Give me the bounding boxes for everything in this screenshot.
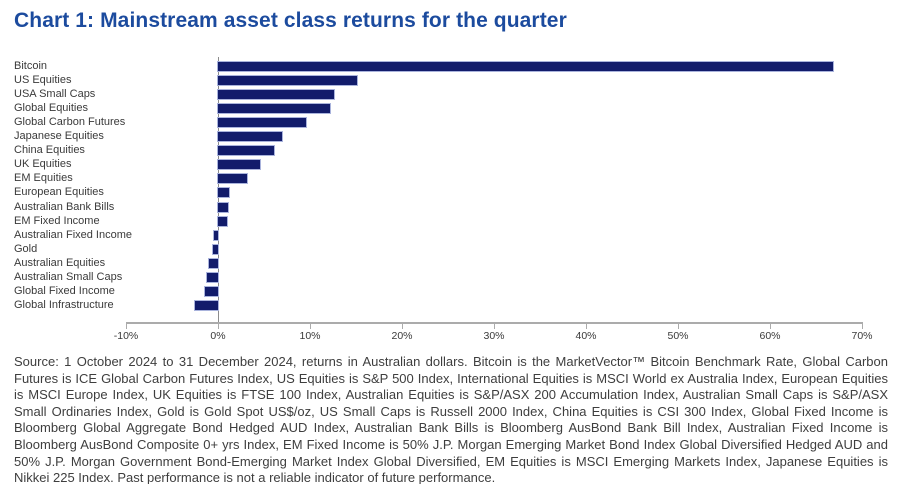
category-label: European Equities xyxy=(14,186,104,199)
x-tick-label: -10% xyxy=(113,330,139,342)
x-tick-label: 0% xyxy=(210,330,226,342)
x-tick-label: 10% xyxy=(299,330,321,342)
x-axis-tick xyxy=(309,324,311,329)
x-axis-line xyxy=(126,322,863,324)
x-axis-tick xyxy=(401,324,403,329)
category-label: Global Infrastructure xyxy=(14,298,114,311)
category-label: Global Fixed Income xyxy=(14,284,115,297)
x-axis-tick xyxy=(585,324,587,329)
x-axis-tick xyxy=(125,324,127,329)
bar xyxy=(217,117,308,129)
x-tick-label: 20% xyxy=(391,330,413,342)
x-axis-tick xyxy=(493,324,495,329)
category-label: Australian Bank Bills xyxy=(14,200,115,213)
bar xyxy=(217,131,284,143)
bar-chart: Bitcoin US Equities USA Small Caps Global E… xyxy=(14,57,873,342)
bar xyxy=(204,285,219,297)
category-label: Australian Equities xyxy=(14,256,106,269)
category-label: UK Equities xyxy=(14,158,72,171)
x-axis-tick xyxy=(217,324,219,329)
bar xyxy=(217,201,230,213)
category-label: Global Equities xyxy=(14,102,88,115)
category-label: Australian Small Caps xyxy=(14,270,123,283)
bar xyxy=(212,243,219,255)
bar xyxy=(217,187,231,199)
x-tick-label: 40% xyxy=(575,330,597,342)
x-tick-label: 60% xyxy=(759,330,781,342)
bar xyxy=(217,159,262,171)
category-label: Global Carbon Futures xyxy=(14,116,126,129)
bar xyxy=(217,103,332,115)
bar xyxy=(207,257,219,269)
category-label: EM Equities xyxy=(14,172,73,185)
category-label: Australian Fixed Income xyxy=(14,228,132,241)
bar xyxy=(217,215,229,227)
category-label: USA Small Caps xyxy=(14,88,96,101)
source-note: Source: 1 October 2024 to 31 December 20… xyxy=(14,354,888,484)
bar xyxy=(205,271,219,283)
category-label: Bitcoin xyxy=(14,60,48,72)
x-axis-tick xyxy=(769,324,771,329)
x-tick-label: 30% xyxy=(483,330,505,342)
category-label: EM Fixed Income xyxy=(14,214,100,227)
bar xyxy=(217,61,834,72)
x-tick-label: 50% xyxy=(667,330,689,342)
x-axis-tick xyxy=(677,324,679,329)
x-axis-tick xyxy=(861,324,863,329)
bar xyxy=(194,299,219,311)
bar xyxy=(217,173,249,185)
bar xyxy=(217,75,358,87)
category-label: US Equities xyxy=(14,74,72,87)
bar xyxy=(217,89,335,101)
chart-title: Chart 1: Mainstream asset class returns … xyxy=(14,9,567,32)
bar xyxy=(217,145,276,157)
category-label: Japanese Equities xyxy=(14,130,104,143)
x-tick-label: 70% xyxy=(851,330,873,342)
category-label: China Equities xyxy=(14,144,85,157)
bar xyxy=(213,229,219,241)
category-label: Gold xyxy=(14,242,38,255)
